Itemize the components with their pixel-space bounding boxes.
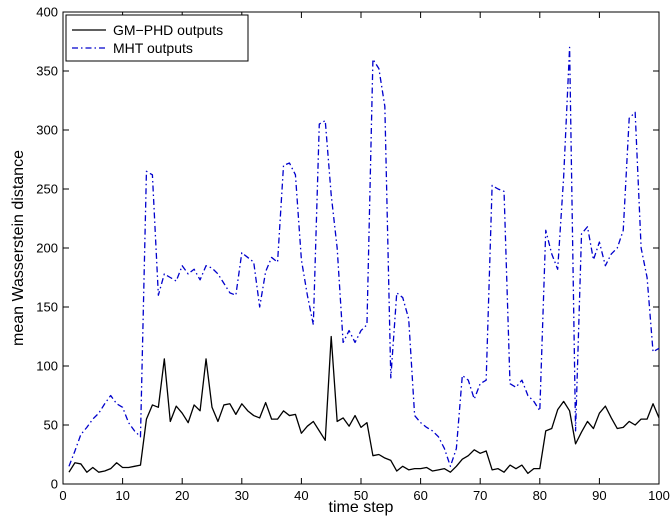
y-axis-label: mean Wasserstein distance	[10, 150, 27, 346]
axis-ticks: 0 10 20 30 40 50 60 70 80 90 100 0 50 100 150 200 250 300…	[36, 5, 670, 504]
y-tick-label: 300	[36, 123, 58, 138]
legend-label-gmphd: GM−PHD outputs	[113, 22, 223, 38]
series-line-mht	[68, 46, 660, 467]
x-tick-label: 100	[648, 488, 670, 503]
x-tick-label: 60	[413, 488, 427, 503]
plot-area	[62, 11, 660, 485]
y-tick-label: 350	[36, 64, 58, 79]
x-tick-label: 30	[235, 488, 249, 503]
x-tick-label: 40	[294, 488, 308, 503]
legend-box	[65, 14, 249, 62]
x-tick-label: 90	[592, 488, 606, 503]
x-axis-label: time step	[329, 499, 394, 516]
y-tick-label: 50	[44, 418, 58, 433]
y-tick-label: 200	[36, 241, 58, 256]
y-tick-label: 250	[36, 182, 58, 197]
legend-label-mht: MHT outputs	[113, 40, 193, 56]
series-layer	[68, 46, 660, 475]
x-tick-label: 80	[533, 488, 547, 503]
series-line-gmphd	[68, 335, 660, 475]
legend: GM−PHD outputs MHT outputs	[65, 14, 249, 62]
x-tick-label: 70	[473, 488, 487, 503]
y-tick-label: 150	[36, 300, 58, 315]
x-tick-label: 50	[354, 488, 368, 503]
y-tick-label: 400	[36, 5, 58, 20]
x-tick-label: 10	[115, 488, 129, 503]
x-tick-label: 0	[59, 488, 66, 503]
y-tick-label: 100	[36, 359, 58, 374]
y-tick-label: 0	[51, 477, 58, 492]
x-tick-label: 20	[175, 488, 189, 503]
